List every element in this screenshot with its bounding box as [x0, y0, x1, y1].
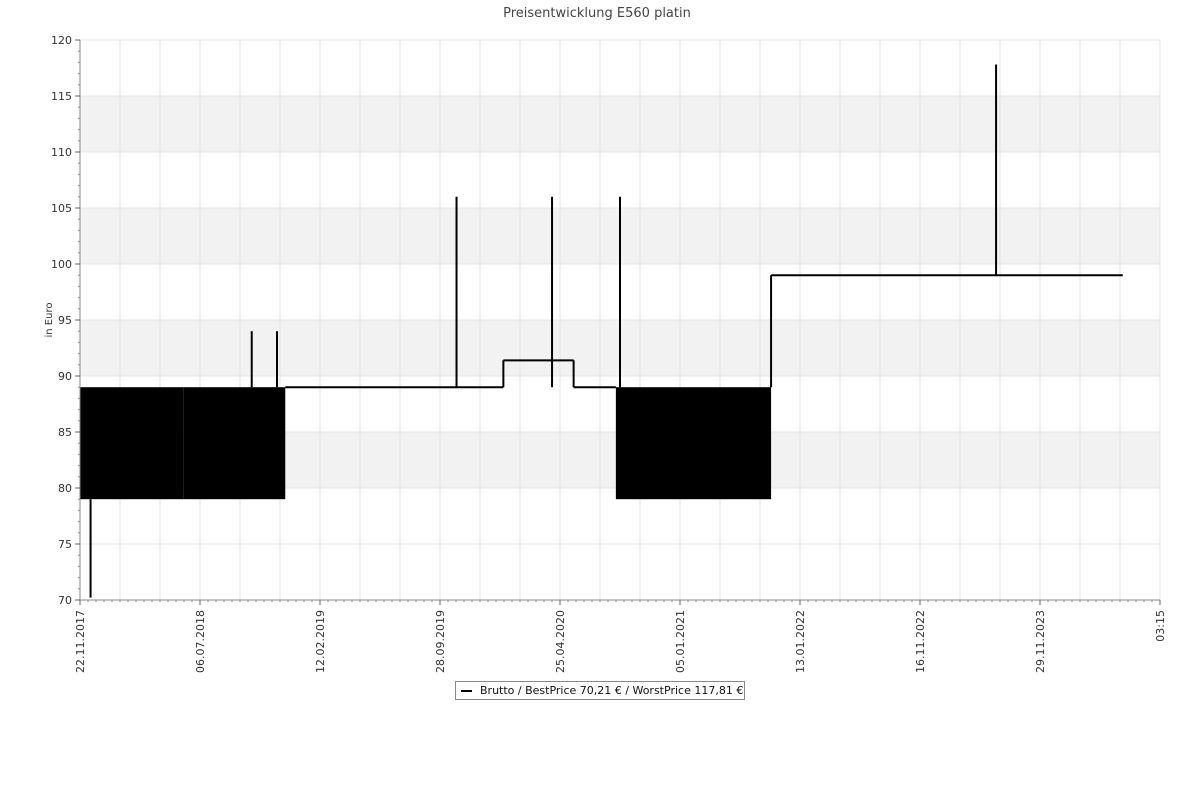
legend-label: Brutto / BestPrice 70,21 € / WorstPrice … — [480, 684, 744, 697]
price-oscillation-block — [615, 387, 772, 500]
x-tick-label: 06.07.2018 — [194, 610, 207, 673]
legend-swatch — [461, 689, 472, 692]
x-tick-label: 28.09.2019 — [434, 610, 447, 673]
x-tick-label: 03:15 — [1154, 610, 1167, 642]
x-axis-ticks: 22.11.2017 06.07.2018 12.02.2019 28.09.2019… — [74, 600, 1167, 673]
y-tick-label: 80 — [58, 482, 72, 495]
series-brutto — [80, 64, 1123, 598]
plot-band — [80, 544, 1160, 600]
x-tick-label: 16.11.2022 — [914, 610, 927, 673]
price-oscillation-block — [183, 387, 286, 500]
y-tick-label: 75 — [58, 538, 72, 551]
chart-legend: Brutto / BestPrice 70,21 € / WorstPrice … — [455, 681, 745, 700]
plot-band — [80, 96, 1160, 152]
y-axis-ticks: 70 75 80 85 90 95 100 105 110 115 120 — [51, 34, 80, 607]
chart-title: Preisentwicklung E560 platin — [503, 6, 691, 21]
y-tick-label: 115 — [51, 90, 72, 103]
y-tick-label: 85 — [58, 426, 72, 439]
x-tick-label: 12.02.2019 — [314, 610, 327, 673]
y-tick-label: 100 — [51, 258, 72, 271]
y-tick-label: 95 — [58, 314, 72, 327]
price-oscillation-block — [80, 387, 184, 500]
x-tick-label: 13.01.2022 — [794, 610, 807, 673]
y-tick-label: 70 — [58, 594, 72, 607]
x-tick-label: 25.04.2020 — [554, 610, 567, 673]
y-tick-label: 110 — [51, 146, 72, 159]
x-tick-label: 05.01.2021 — [674, 610, 687, 673]
y-tick-label: 90 — [58, 370, 72, 383]
y-axis-label: in Euro — [44, 303, 55, 338]
plot-band — [80, 40, 1160, 96]
y-tick-label: 120 — [51, 34, 72, 47]
x-tick-label: 22.11.2017 — [74, 610, 87, 673]
y-tick-label: 105 — [51, 202, 72, 215]
x-tick-label: 29.11.2023 — [1034, 610, 1047, 673]
